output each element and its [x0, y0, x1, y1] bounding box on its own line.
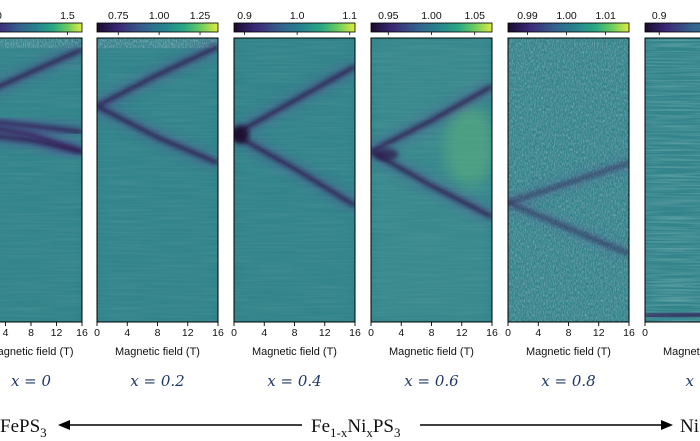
arrow-left-head — [58, 420, 70, 430]
mode-band — [0, 134, 82, 154]
colorbar-tick-label: 1.00 — [556, 10, 577, 22]
x-tick-label: 4 — [535, 327, 541, 339]
mode-band — [0, 47, 82, 89]
colorbar-tick-label: 1.01 — [595, 10, 616, 22]
x-tick-label: 4 — [124, 327, 130, 339]
composition-label: x = 1 — [685, 372, 700, 390]
colorbar-3 — [371, 23, 492, 32]
x-tick-label: 16 — [486, 327, 498, 339]
heatmap-4 — [508, 38, 629, 322]
x-tick-label: 8 — [28, 327, 34, 339]
x-tick-label: 12 — [51, 327, 63, 339]
x-tick-label: 16 — [212, 327, 224, 339]
colorbar-tick-label: 1.05 — [464, 10, 485, 22]
colorbar-tick-label: 1.5 — [60, 10, 75, 22]
panel-5: 0.9 0 Magnetic field (T) x = 1 — [642, 10, 700, 390]
x-tick-label: 16 — [76, 327, 88, 339]
heatmap-0 — [0, 38, 82, 322]
x-tick-label: 0 — [642, 327, 648, 339]
heatmap-3 — [371, 38, 492, 322]
x-axis-label: Magnetic field (T) — [526, 346, 611, 358]
x-axis-label: Magnetic field (T) — [0, 346, 73, 358]
x-tick-label: 8 — [566, 327, 572, 339]
colorbar-1 — [97, 23, 218, 32]
colorbar-tick-label: 0.9 — [237, 10, 252, 22]
x-tick-label: 8 — [155, 327, 161, 339]
x-tick-label: 0 — [231, 327, 237, 339]
x-tick-label: 4 — [3, 327, 9, 339]
mode-band — [371, 149, 492, 219]
mode-band — [645, 313, 700, 319]
panel-1: 0.75 1.00 1.25 0 4 8 12 16 Magnetic field (T) x =… — [94, 10, 224, 390]
x-tick-label: 12 — [593, 327, 605, 339]
x-tick-label: 12 — [182, 327, 194, 339]
label-feps3: FePS3 — [0, 416, 47, 440]
heatmap-2 — [234, 38, 355, 322]
x-tick-label: 8 — [292, 327, 298, 339]
composition-label: x = 0.4 — [267, 372, 321, 390]
panel-2: 0.9 1.0 1.1 0 4 8 12 16 Magnetic field (T) x = 0.… — [231, 10, 361, 390]
colorbar-tick-label: 0.75 — [108, 10, 129, 22]
x-tick-label: 16 — [349, 327, 361, 339]
colorbar-tick-label: 1.25 — [190, 10, 211, 22]
composition-axis-labels: FePS3 Fe1-xNixPS3 Ni — [0, 416, 699, 440]
colorbar-tick-label: 0.99 — [517, 10, 538, 22]
panel-4: 0.99 1.00 1.01 0 4 8 12 16 Magnetic field (T) x =… — [505, 10, 635, 390]
colorbar-2 — [234, 23, 355, 32]
composition-label: x = 0.8 — [541, 372, 595, 390]
x-axis-label: Magnetic field (T) — [663, 346, 700, 358]
x-tick-label: 4 — [398, 327, 404, 339]
x-axis-label: Magnetic field (T) — [389, 346, 474, 358]
mode-band — [234, 132, 355, 208]
colorbar-4 — [508, 23, 629, 32]
arrow-right-head — [661, 420, 673, 430]
composition-label: x = 0.2 — [130, 372, 184, 390]
colorbar-tick-label: 1.00 — [421, 10, 442, 22]
mode-band — [234, 64, 355, 137]
colorbar-tick-label: 1.0 — [290, 10, 305, 22]
mode-band — [508, 161, 629, 204]
composition-label: x = 0.6 — [404, 372, 459, 390]
colorbar-tick-label: 0.95 — [378, 10, 399, 22]
composition-label: x = 0 — [11, 372, 52, 390]
x-axis-label: Magnetic field (T) — [115, 346, 200, 358]
mode-band — [508, 201, 629, 255]
x-tick-label: 4 — [261, 327, 267, 339]
x-tick-label: 0 — [94, 327, 100, 339]
heatmap-5 — [645, 38, 700, 322]
x-tick-label: 16 — [623, 327, 635, 339]
x-tick-label: 0 — [368, 327, 374, 339]
x-tick-label: 12 — [319, 327, 331, 339]
mode-band — [371, 84, 492, 154]
x-tick-label: 8 — [429, 327, 435, 339]
colorbar-0 — [0, 23, 82, 32]
colorbar-5 — [645, 23, 700, 32]
panel-3: 0.95 1.00 1.05 0 4 8 12 16 Magnetic field (T) x =… — [368, 10, 498, 390]
x-axis-label: Magnetic field (T) — [252, 346, 337, 358]
heatmap-1 — [97, 38, 218, 322]
mode-band — [97, 44, 218, 108]
mode-band — [97, 104, 218, 165]
colorbar-tick-label: 0.9 — [652, 10, 667, 22]
x-tick-label: 12 — [456, 327, 468, 339]
mode-band — [0, 120, 82, 134]
label-nips3: Ni — [680, 416, 699, 437]
colorbar-tick-label: 1.1 — [342, 10, 357, 22]
colorbar-tick-label: 1.0 — [0, 10, 2, 22]
label-fe1-xnixps3: Fe1-xNixPS3 — [311, 416, 400, 440]
x-tick-label: 0 — [505, 327, 511, 339]
colorbar-tick-label: 1.00 — [149, 10, 170, 22]
